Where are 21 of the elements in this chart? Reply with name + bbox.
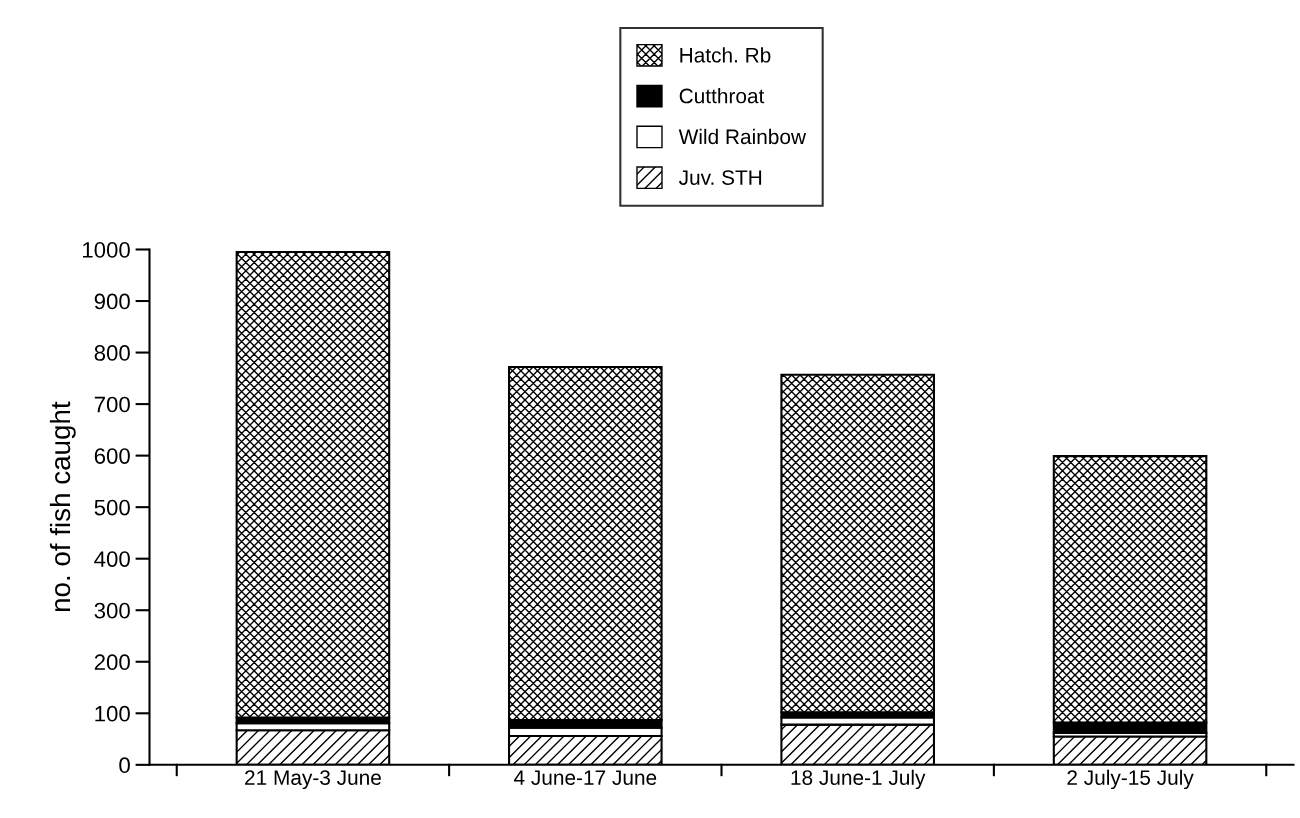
y-tick-label: 800 (94, 345, 130, 361)
legend-label: Juv. STH (678, 170, 762, 185)
legend-label: Cutthroat (679, 88, 765, 104)
legend-label: Hatch. Rb (680, 47, 771, 63)
legend-label: Wild Rainbow (678, 128, 807, 145)
y-axis-title: no. of fish caught (49, 401, 76, 612)
y-tick-label: 200 (94, 654, 130, 671)
y-tick-label: 1000 (83, 242, 130, 258)
y-tick-label: 500 (94, 499, 130, 516)
y-tick-label: 900 (94, 293, 130, 310)
y-tick-label: 400 (94, 551, 130, 567)
y-tick-label: 0 (119, 757, 130, 774)
y-tick-label: 600 (94, 448, 130, 464)
x-tick-label: 21 May-3 June (245, 770, 381, 790)
x-tick-label: 2 July-15 July (1067, 769, 1194, 790)
x-tick-label: 18 June-1 July (791, 769, 926, 790)
y-tick-label: 300 (94, 602, 130, 619)
y-tick-label: 700 (94, 396, 130, 413)
bar (780, 373, 935, 714)
y-tick-label: 100 (95, 705, 130, 722)
x-tick-label: 4 June-17 June (513, 770, 657, 785)
